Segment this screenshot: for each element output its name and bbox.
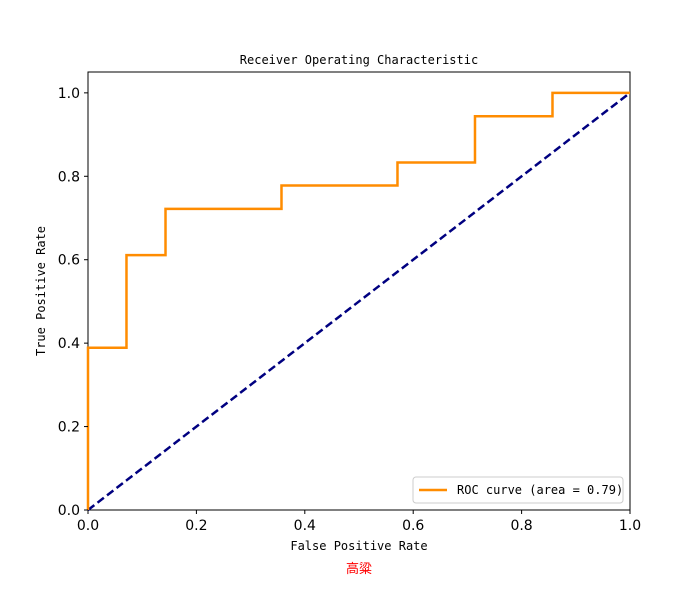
x-tick-label: 0.4 (294, 518, 316, 534)
footer-text: 高粱 (346, 561, 372, 577)
x-tick-label: 0.8 (510, 518, 532, 534)
x-tick-label: 0.2 (185, 518, 207, 534)
roc-curve-line (86, 91, 630, 510)
y-tick-label: 0.6 (58, 253, 80, 269)
x-tick-label: 0.0 (77, 518, 99, 534)
x-tick-label: 1.0 (619, 518, 641, 534)
legend-label: ROC curve (area = 0.79) (457, 483, 623, 497)
y-axis-label: True Positive Rate (34, 226, 48, 356)
y-tick-label: 0.8 (58, 169, 80, 185)
series-layer (86, 91, 631, 511)
y-tick-label: 0.4 (58, 336, 80, 352)
chart-title: Receiver Operating Characteristic (240, 53, 478, 67)
legend-box (412, 476, 624, 504)
x-tick-label: 0.6 (402, 518, 424, 534)
axis-layer: 0.0 0.2 0.4 0.6 0.8 1.0 0.0 0.2 0.4 0.6 0.8 1.0 (58, 86, 641, 534)
y-tick-label: 0.2 (58, 420, 80, 436)
y-tick-label: 1.0 (58, 86, 80, 102)
plot-area (87, 71, 631, 511)
chance-diagonal-line (87, 91, 631, 511)
x-axis-label: False Positive Rate (290, 539, 427, 553)
legend: ROC curve (area = 0.79) (412, 476, 624, 504)
y-tick-label: 0.0 (58, 503, 80, 519)
